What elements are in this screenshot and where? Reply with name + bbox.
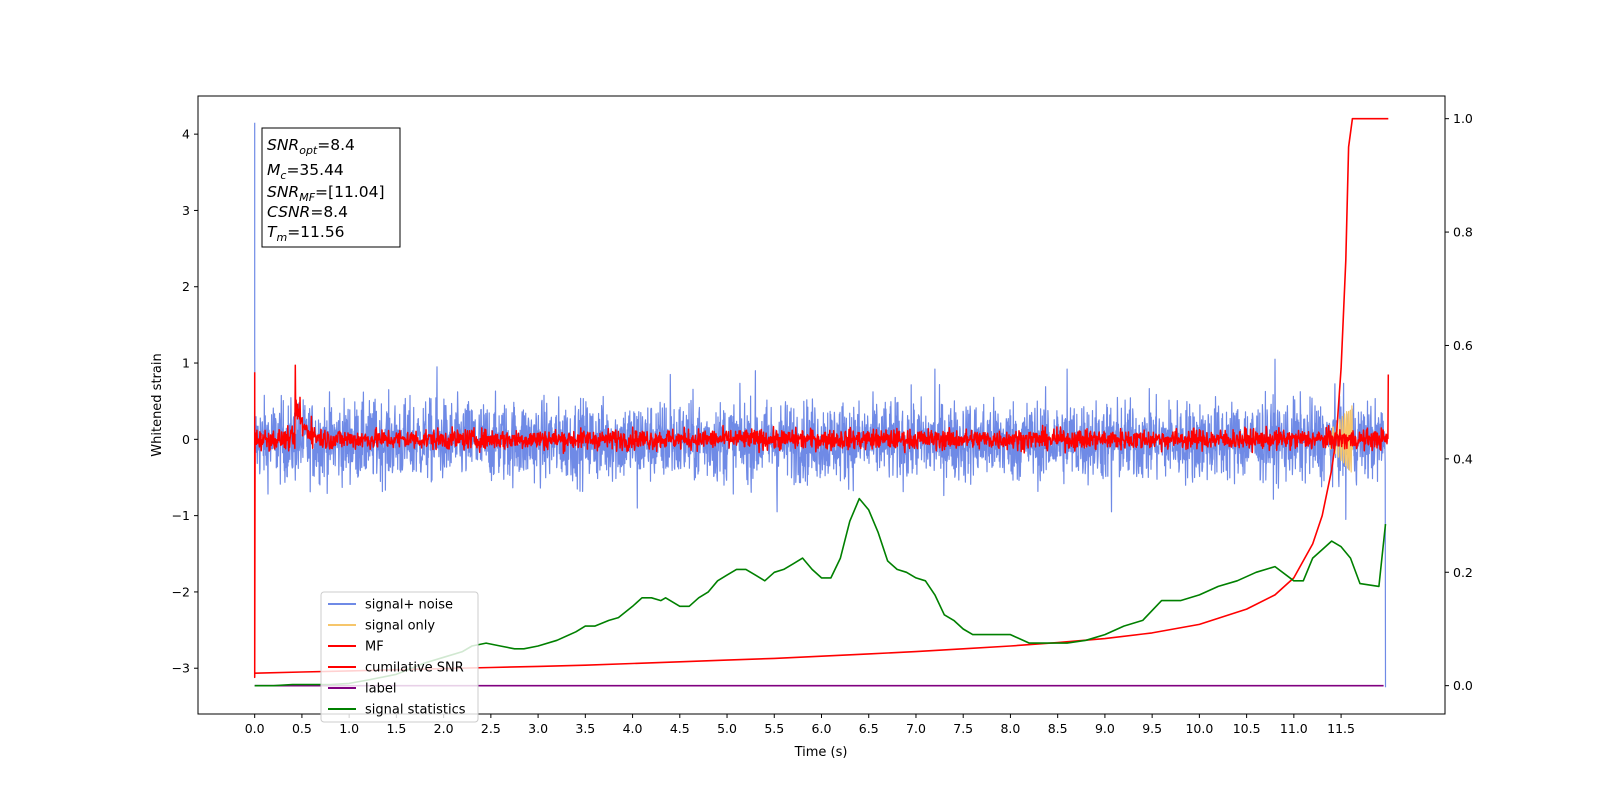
info-csnr: CSNR=8.4	[267, 203, 348, 221]
x-tick-label: 7.0	[906, 721, 926, 736]
y-right-tick-label: 0.2	[1453, 565, 1473, 580]
x-tick-label: 11.5	[1327, 721, 1355, 736]
y-left-tick-label: 1	[182, 356, 190, 371]
info-tm: Tm=11.56	[267, 223, 345, 244]
y-right-tick-label: 0.4	[1453, 451, 1473, 466]
x-tick-label: 0.5	[292, 721, 312, 736]
info-snr-opt: SNRopt=8.4	[267, 136, 355, 157]
x-tick-label: 3.0	[528, 721, 548, 736]
y-left-tick-label: 0	[182, 432, 190, 447]
legend-label-signal-only: signal only	[365, 619, 435, 634]
info-snr-mf-main: SNR	[267, 183, 299, 201]
info-snr-opt-main: SNR	[267, 136, 299, 154]
series-line-signal-noise	[254, 122, 1387, 688]
x-tick-label: 6.5	[859, 721, 879, 736]
y-axis-label: Whitened strain	[150, 353, 165, 456]
x-tick-label: 7.5	[953, 721, 973, 736]
info-mc-main: M	[267, 161, 280, 179]
y-left-tick-label: −2	[172, 584, 190, 599]
y-right-tick-label: 1.0	[1453, 111, 1473, 126]
x-tick-label: 3.5	[575, 721, 595, 736]
x-axis-ticks: 0.0 0.5 1.0 1.5 2.0 2.5 3.0 3.5 4.0 4.5 5.0 5.5 6.0 6…	[245, 714, 1355, 736]
y-right-tick-label: 0.6	[1453, 338, 1473, 353]
info-snr-opt-val: =8.4	[317, 136, 355, 154]
x-tick-label: 9.5	[1142, 721, 1162, 736]
x-tick-label: 4.0	[623, 721, 643, 736]
info-mc-val: =35.44	[286, 161, 343, 179]
x-tick-label: 0.0	[245, 721, 265, 736]
x-tick-label: 2.0	[434, 721, 454, 736]
x-tick-label: 6.0	[812, 721, 832, 736]
y-right-axis-ticks: 0.0 0.2 0.4 0.6 0.8 1.0	[1445, 111, 1473, 693]
info-box-frame	[261, 127, 401, 248]
x-tick-label: 8.0	[1000, 721, 1020, 736]
info-tm-sub: m	[276, 231, 287, 244]
legend-frame	[320, 591, 479, 723]
info-csnr-main: CSNR	[267, 203, 310, 221]
info-tm-main: T	[267, 223, 278, 241]
info-csnr-val: =8.4	[310, 203, 348, 221]
info-snr-mf-val: =[11.04]	[315, 183, 384, 201]
y-left-tick-label: −1	[172, 508, 190, 523]
x-tick-label: 5.0	[717, 721, 737, 736]
x-tick-label: 5.5	[764, 721, 784, 736]
series-line-signal-statistics	[254, 497, 1387, 687]
legend-label-cumilative-snr: cumilative SNR	[365, 661, 464, 676]
x-tick-label: 1.5	[386, 721, 406, 736]
info-box: SNRopt=8.4 Mc=35.44 SNRMF=[11.04] CSNR=8…	[261, 127, 401, 248]
y-left-axis-ticks: −3 −2 −1 0 1 2 3 4	[172, 127, 198, 676]
x-tick-label: 4.5	[670, 721, 690, 736]
info-mc: Mc=35.44	[267, 161, 344, 182]
x-tick-label: 10.5	[1233, 721, 1261, 736]
legend-label-mf: MF	[365, 640, 384, 655]
x-tick-label: 11.0	[1280, 721, 1308, 736]
legend-label-label: label	[365, 682, 396, 697]
legend-label-signal-noise: signal+ noise	[365, 598, 453, 613]
series-line-mf	[253, 364, 1390, 679]
info-mc-sub: c	[280, 169, 286, 182]
x-tick-label: 8.5	[1048, 721, 1068, 736]
legend-label-signal-statistics: signal statistics	[365, 703, 466, 718]
info-tm-val: =11.56	[287, 223, 344, 241]
legend: signal+ noise signal only MF cumilative SNR…	[320, 591, 479, 723]
y-left-tick-label: −3	[172, 661, 190, 676]
y-right-tick-label: 0.0	[1453, 678, 1473, 693]
x-axis-label: Time (s)	[794, 745, 848, 760]
info-snr-mf: SNRMF=[11.04]	[267, 183, 385, 204]
y-left-tick-label: 2	[182, 279, 190, 294]
info-snr-mf-sub: MF	[299, 191, 315, 204]
x-tick-label: 9.0	[1095, 721, 1115, 736]
y-right-tick-label: 0.8	[1453, 225, 1473, 240]
info-snr-opt-sub: opt	[299, 144, 318, 157]
y-left-tick-label: 4	[182, 127, 190, 142]
x-tick-label: 2.5	[481, 721, 501, 736]
y-left-tick-label: 3	[182, 203, 190, 218]
x-tick-label: 1.0	[339, 721, 359, 736]
x-tick-label: 10.0	[1185, 721, 1213, 736]
